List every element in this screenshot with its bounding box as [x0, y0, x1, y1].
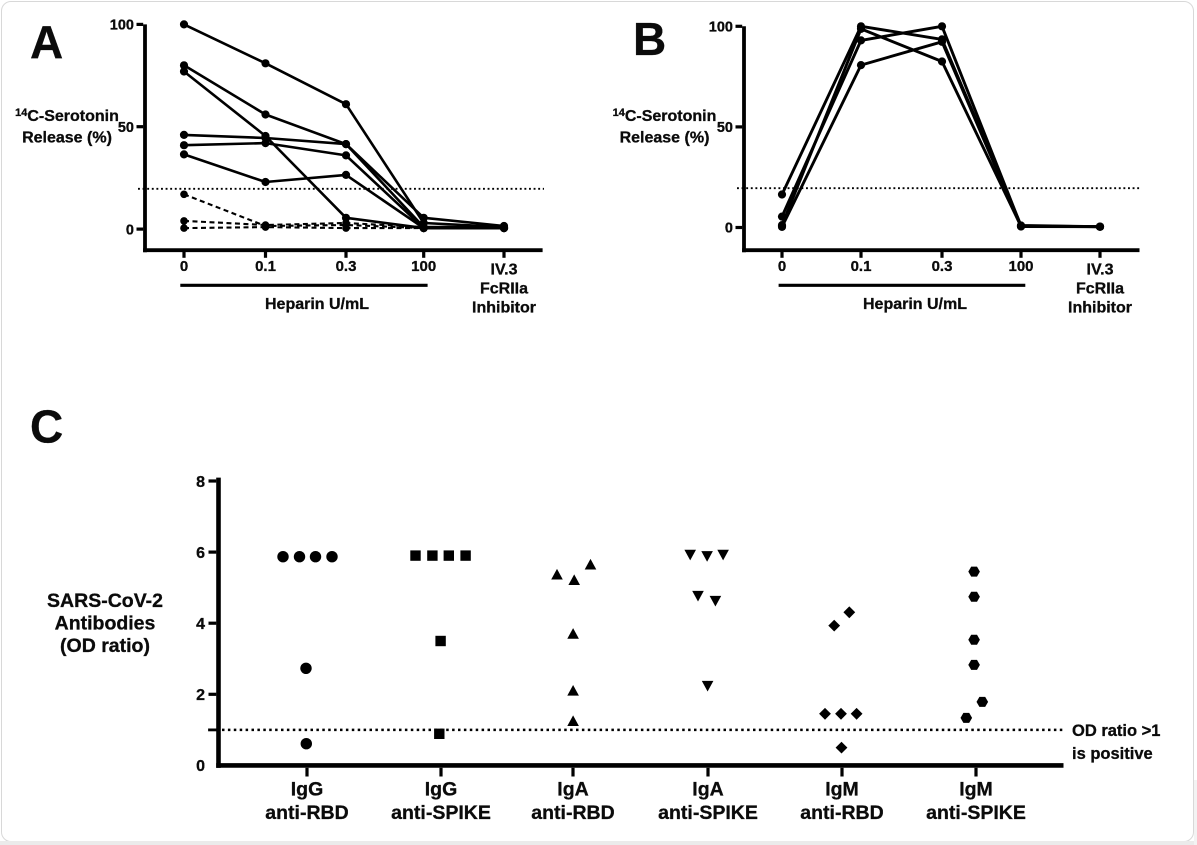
- svg-text:100: 100: [411, 258, 436, 275]
- svg-text:0.1: 0.1: [255, 258, 276, 275]
- svg-text:6: 6: [196, 545, 205, 562]
- svg-text:Inhibitor: Inhibitor: [1068, 300, 1132, 317]
- svg-text:0: 0: [126, 222, 134, 238]
- svg-text:IgG: IgG: [425, 779, 458, 801]
- svg-text:IV.3: IV.3: [1087, 262, 1114, 279]
- svg-text:100: 100: [1008, 258, 1033, 275]
- svg-text:0: 0: [180, 258, 188, 275]
- svg-text:IgG: IgG: [291, 779, 324, 801]
- svg-text:Antibodies: Antibodies: [55, 613, 156, 635]
- svg-text:Heparin U/mL: Heparin U/mL: [863, 296, 967, 313]
- svg-text:IgM: IgM: [825, 779, 859, 801]
- svg-text:4: 4: [196, 616, 205, 633]
- svg-text:C: C: [30, 401, 63, 453]
- svg-text:100: 100: [110, 18, 134, 34]
- svg-text:IgA: IgA: [557, 779, 588, 801]
- svg-text:Release (%): Release (%): [620, 130, 710, 147]
- svg-text:0: 0: [725, 221, 733, 237]
- svg-text:FcRIIa: FcRIIa: [480, 281, 528, 298]
- svg-text:A: A: [30, 16, 63, 68]
- svg-text:B: B: [633, 13, 666, 65]
- svg-text:2: 2: [196, 687, 205, 704]
- svg-text:IgM: IgM: [959, 779, 993, 801]
- svg-text:50: 50: [118, 120, 134, 136]
- svg-text:0: 0: [778, 258, 786, 275]
- svg-text:14C-Serotonin: 14C-Serotonin: [613, 107, 717, 125]
- svg-text:is positive: is positive: [1072, 745, 1153, 763]
- svg-text:anti-SPIKE: anti-SPIKE: [658, 802, 758, 824]
- svg-text:Release (%): Release (%): [22, 130, 112, 147]
- svg-text:14C-Serotonin: 14C-Serotonin: [15, 107, 119, 125]
- svg-text:IgA: IgA: [692, 779, 723, 801]
- svg-text:0.1: 0.1: [851, 258, 872, 275]
- svg-text:SARS-CoV-2: SARS-CoV-2: [47, 590, 163, 612]
- svg-text:0.3: 0.3: [932, 258, 953, 275]
- svg-text:100: 100: [709, 20, 733, 36]
- svg-text:0.3: 0.3: [336, 258, 357, 275]
- svg-text:anti-RBD: anti-RBD: [531, 802, 614, 824]
- svg-text:Heparin U/mL: Heparin U/mL: [265, 296, 369, 313]
- svg-text:anti-RBD: anti-RBD: [265, 802, 348, 824]
- svg-text:OD ratio >1: OD ratio >1: [1072, 722, 1161, 740]
- svg-text:8: 8: [196, 474, 205, 491]
- svg-text:anti-SPIKE: anti-SPIKE: [391, 802, 491, 824]
- svg-text:anti-RBD: anti-RBD: [800, 802, 883, 824]
- svg-text:IV.3: IV.3: [491, 262, 518, 279]
- svg-text:50: 50: [717, 120, 733, 136]
- svg-text:FcRIIa: FcRIIa: [1076, 281, 1124, 298]
- svg-text:Inhibitor: Inhibitor: [472, 300, 536, 317]
- svg-text:(OD ratio): (OD ratio): [60, 635, 150, 657]
- svg-text:anti-SPIKE: anti-SPIKE: [926, 802, 1026, 824]
- svg-text:0: 0: [196, 758, 205, 775]
